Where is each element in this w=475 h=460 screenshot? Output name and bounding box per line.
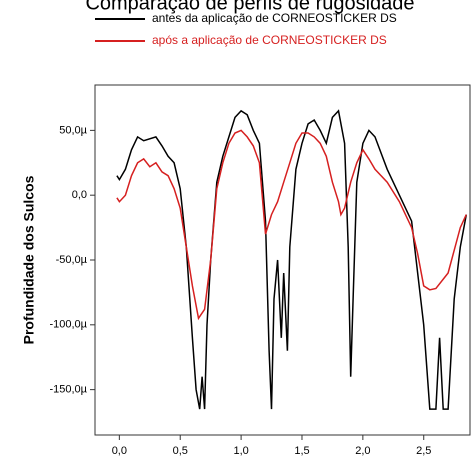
y-tick-label: -150,0µ bbox=[49, 384, 87, 396]
y-tick-label: -100,0µ bbox=[49, 319, 87, 331]
y-tick-label: 0,0 bbox=[72, 189, 87, 201]
x-tick-label: 0,5 bbox=[173, 445, 188, 457]
series-line bbox=[116, 109, 468, 410]
legend-label: após a aplicação de CORNEOSTICKER DS bbox=[152, 33, 387, 47]
x-tick-label: 0,0 bbox=[112, 445, 127, 457]
chart-title: Comparação de perfis de rugosidade bbox=[85, 0, 414, 14]
x-tick-label: 2,0 bbox=[355, 445, 370, 457]
y-tick-label: 50,0µ bbox=[59, 124, 87, 136]
y-tick-label: -50,0µ bbox=[56, 254, 88, 266]
x-tick-label: 1,0 bbox=[233, 445, 248, 457]
y-axis-label: Profundidade dos Sulcos bbox=[21, 175, 37, 344]
x-tick-label: 2,5 bbox=[416, 445, 431, 457]
plot-frame bbox=[94, 84, 471, 436]
legend-label: antes da aplicação de CORNEOSTICKER DS bbox=[152, 11, 397, 25]
series-line bbox=[116, 129, 467, 321]
x-tick-label: 1,5 bbox=[294, 445, 309, 457]
